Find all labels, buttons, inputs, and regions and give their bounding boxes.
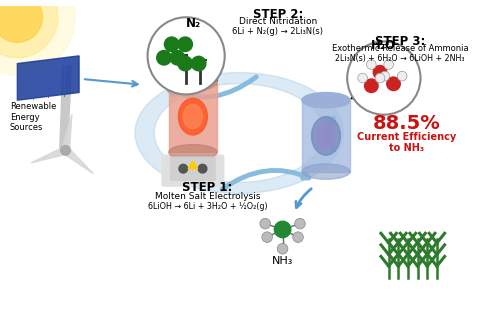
Circle shape — [0, 0, 58, 58]
Text: Exothermic Release of Ammonia: Exothermic Release of Ammonia — [332, 44, 468, 53]
FancyBboxPatch shape — [162, 155, 224, 186]
Ellipse shape — [312, 116, 340, 155]
Circle shape — [375, 73, 385, 83]
Circle shape — [147, 17, 225, 94]
Circle shape — [192, 56, 206, 71]
Text: Molten Salt Electrolysis: Molten Salt Electrolysis — [155, 192, 260, 201]
Circle shape — [165, 37, 179, 52]
Text: STEP 1:: STEP 1: — [182, 181, 232, 194]
Circle shape — [387, 77, 400, 91]
Text: 2Li₃N(s) + 6H₂O → 6LiOH + 2NH₃: 2Li₃N(s) + 6H₂O → 6LiOH + 2NH₃ — [336, 54, 465, 63]
Polygon shape — [135, 73, 343, 193]
Circle shape — [0, 0, 75, 75]
Circle shape — [179, 164, 188, 173]
Text: Renewable
Energy
Sources: Renewable Energy Sources — [10, 102, 56, 132]
Circle shape — [0, 0, 42, 42]
Polygon shape — [302, 100, 350, 172]
Polygon shape — [31, 147, 67, 163]
Text: STEP 2:: STEP 2: — [252, 8, 303, 20]
Text: Direct Nitridation: Direct Nitridation — [239, 17, 317, 26]
Text: STEP 3:: STEP 3: — [375, 35, 425, 48]
Circle shape — [380, 71, 390, 81]
Circle shape — [277, 244, 288, 254]
Circle shape — [178, 37, 192, 52]
Circle shape — [262, 232, 273, 243]
Ellipse shape — [317, 123, 335, 148]
Circle shape — [367, 60, 376, 69]
Ellipse shape — [169, 75, 217, 91]
Text: H₂O: H₂O — [372, 39, 396, 52]
Circle shape — [178, 56, 192, 71]
Text: Current Efficiency
to NH₃: Current Efficiency to NH₃ — [358, 132, 456, 153]
Circle shape — [157, 51, 171, 65]
Circle shape — [61, 146, 71, 155]
Circle shape — [295, 218, 305, 229]
Circle shape — [373, 66, 387, 79]
Polygon shape — [62, 114, 72, 151]
Text: N₂: N₂ — [186, 17, 202, 30]
Text: 6LiOH → 6Li + 3H₂O + ½O₂(g): 6LiOH → 6Li + 3H₂O + ½O₂(g) — [147, 203, 267, 212]
Circle shape — [260, 218, 271, 229]
Circle shape — [170, 51, 185, 65]
Circle shape — [358, 73, 368, 83]
Circle shape — [293, 232, 303, 243]
Polygon shape — [17, 56, 79, 100]
Polygon shape — [188, 161, 198, 169]
Circle shape — [397, 71, 407, 81]
FancyBboxPatch shape — [171, 157, 215, 180]
Circle shape — [365, 79, 378, 92]
Ellipse shape — [302, 92, 350, 108]
Ellipse shape — [179, 98, 207, 135]
Text: 6Li + N₂(g) → 2Li₃N(s): 6Li + N₂(g) → 2Li₃N(s) — [232, 27, 323, 36]
Polygon shape — [60, 66, 72, 150]
Text: 88.5%: 88.5% — [373, 114, 441, 133]
Circle shape — [347, 41, 420, 115]
Circle shape — [198, 164, 207, 173]
Ellipse shape — [183, 105, 203, 129]
Ellipse shape — [302, 164, 350, 179]
Ellipse shape — [169, 145, 217, 160]
Circle shape — [384, 60, 394, 69]
Polygon shape — [169, 83, 217, 152]
Polygon shape — [63, 148, 94, 174]
Circle shape — [275, 221, 291, 238]
Text: NH₃: NH₃ — [272, 256, 293, 267]
